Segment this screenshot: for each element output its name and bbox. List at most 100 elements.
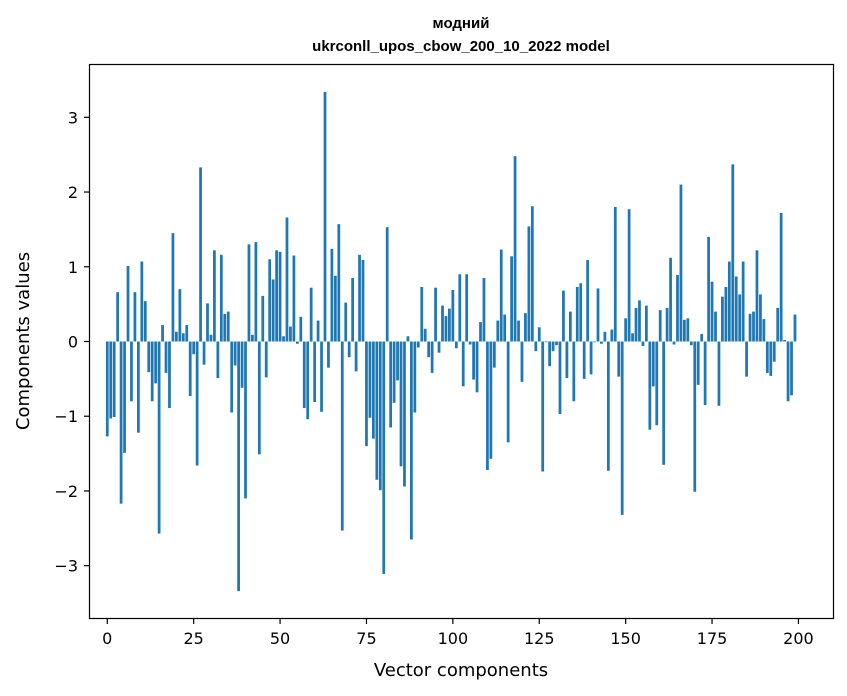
bar-component-44 <box>257 341 261 455</box>
y-tick-label: −3 <box>54 557 78 576</box>
bar-component-171 <box>696 341 700 385</box>
bar-component-85 <box>399 341 403 467</box>
bar-component-126 <box>541 341 545 472</box>
bar-component-34 <box>223 313 227 342</box>
x-axis-ticks: 0 25 50 75 100 125 150 175 200 <box>102 618 814 648</box>
bar-component-62 <box>320 341 323 412</box>
bar-component-101 <box>454 341 458 349</box>
x-tick-label: 75 <box>356 629 376 648</box>
bar-component-75 <box>365 341 368 447</box>
bar-component-52 <box>285 217 289 342</box>
bar-component-140 <box>589 341 593 375</box>
bar-component-47 <box>268 259 272 342</box>
chart-title-line-2: ukrconll_upos_cbow_200_10_2022 model <box>312 38 610 55</box>
bar-component-64 <box>327 341 330 368</box>
bar-component-20 <box>175 331 178 342</box>
bar-component-61 <box>316 320 320 342</box>
bar-component-56 <box>299 316 303 342</box>
bar-component-158 <box>651 341 655 387</box>
y-tick-label: 2 <box>68 183 78 202</box>
bar-component-125 <box>537 327 541 342</box>
bar-component-128 <box>548 341 551 367</box>
bar-component-72 <box>354 341 358 372</box>
bar-component-166 <box>679 184 683 342</box>
bar-component-4 <box>119 341 123 504</box>
bar-component-119 <box>517 320 520 342</box>
bar-component-150 <box>624 318 628 342</box>
bar-component-8 <box>133 292 137 342</box>
bar-component-29 <box>206 303 209 342</box>
bar-component-90 <box>416 341 420 348</box>
bar-component-18 <box>168 341 171 409</box>
bar-component-134 <box>568 311 572 342</box>
bar-component-69 <box>344 302 348 342</box>
bar-component-60 <box>313 341 317 403</box>
bar-component-13 <box>150 341 154 402</box>
bar-component-181 <box>731 164 735 342</box>
bar-component-54 <box>292 255 296 342</box>
bar-component-129 <box>551 341 555 352</box>
bar-component-12 <box>147 341 151 373</box>
bar-component-24 <box>188 341 192 397</box>
bar-component-23 <box>185 325 189 342</box>
bars-group <box>105 91 797 592</box>
x-tick-label: 25 <box>183 629 203 648</box>
bar-component-147 <box>613 206 617 342</box>
bar-component-191 <box>765 341 769 373</box>
bar-component-76 <box>368 341 372 418</box>
bar-component-88 <box>410 341 413 540</box>
bar-component-180 <box>727 261 731 342</box>
bar-component-196 <box>783 340 786 342</box>
bar-component-185 <box>745 341 748 377</box>
x-tick-label: 50 <box>270 629 290 648</box>
bar-component-43 <box>254 242 258 342</box>
bar-component-107 <box>475 341 479 393</box>
bar-component-96 <box>437 341 441 353</box>
bar-component-45 <box>261 295 265 342</box>
bar-component-138 <box>582 341 586 379</box>
bar-component-39 <box>240 341 244 388</box>
bar-component-173 <box>703 341 707 406</box>
bar-component-164 <box>672 341 676 345</box>
x-tick-label: 200 <box>783 629 814 648</box>
bar-component-15 <box>157 341 161 534</box>
bar-component-11 <box>143 301 147 342</box>
bar-component-199 <box>793 314 797 342</box>
x-tick-label: 0 <box>102 629 112 648</box>
bar-component-57 <box>302 341 306 409</box>
bar-component-122 <box>527 226 531 342</box>
bar-component-115 <box>503 314 507 342</box>
bar-component-58 <box>306 341 310 420</box>
bar-component-116 <box>506 341 510 443</box>
bar-component-16 <box>161 325 164 342</box>
bar-component-131 <box>558 341 562 414</box>
bar-component-188 <box>755 250 759 342</box>
bar-component-137 <box>579 283 583 342</box>
bar-component-17 <box>164 341 168 373</box>
bar-component-157 <box>648 341 652 430</box>
bar-component-148 <box>617 341 621 377</box>
bar-component-192 <box>769 341 773 376</box>
bar-component-151 <box>627 209 631 342</box>
bar-component-31 <box>213 250 216 342</box>
bar-component-105 <box>468 341 472 345</box>
bar-component-92 <box>423 328 427 342</box>
bar-component-51 <box>282 336 285 342</box>
bar-component-1 <box>109 341 113 419</box>
bar-component-124 <box>534 341 538 352</box>
bar-component-95 <box>434 287 437 342</box>
bar-component-98 <box>444 316 448 342</box>
y-axis-label: Components values <box>13 252 34 430</box>
bar-component-94 <box>430 341 434 373</box>
bar-component-143 <box>600 341 603 344</box>
bar-component-48 <box>271 279 275 342</box>
bar-component-49 <box>275 250 278 342</box>
bar-component-28 <box>202 341 206 365</box>
bar-component-117 <box>510 256 513 342</box>
bar-component-89 <box>413 341 417 413</box>
bar-component-65 <box>330 248 334 342</box>
bar-component-38 <box>237 341 240 592</box>
bar-component-46 <box>264 341 268 378</box>
bar-component-104 <box>465 274 469 342</box>
